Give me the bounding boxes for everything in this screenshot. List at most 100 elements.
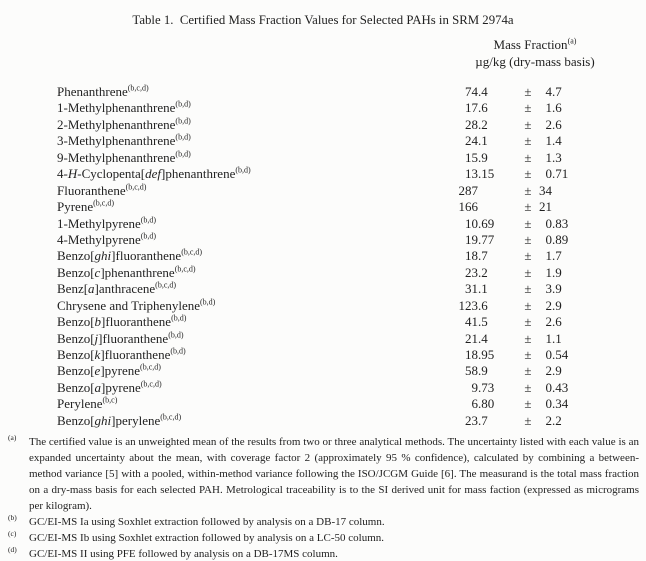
uncertainty-fraction: .9: [552, 281, 562, 297]
plus-minus-sign: ±: [524, 264, 532, 280]
uncertainty-fraction: .6: [552, 116, 562, 132]
compound-name: Benzo[ghi]perylene(b,c,d): [57, 412, 182, 428]
plus-minus-sign: ±: [524, 363, 532, 379]
plus-minus-sign: ±: [524, 396, 532, 412]
plus-minus-sign: ±: [524, 100, 532, 116]
footnote-ref-a: (a): [567, 36, 577, 46]
uncertainty-fraction: .43: [552, 379, 569, 395]
table-row: Benzo[a]pyrene(b,c,d) 9 .73 ± 0 .43: [0, 380, 646, 396]
uncertainty-integer: 2: [545, 116, 553, 132]
compound-name: Benzo[k]fluoranthene(b,d): [57, 346, 186, 362]
plus-minus-sign: ±: [524, 116, 532, 132]
uncertainty-integer: 4: [545, 84, 553, 99]
compound-name: 3-Methylphenanthrene(b,d): [57, 132, 191, 149]
compound-name: Phenanthrene(b,c,d): [57, 83, 149, 99]
value-integer: 6: [471, 396, 479, 412]
table-row: 4-H-Cyclopenta[def]phenanthrene(b,d) 13 …: [0, 166, 646, 182]
value-fraction: .6: [478, 100, 488, 116]
table-row: Pyrene(b,c,d) 166 ± 21: [0, 199, 646, 215]
value-fraction: .2: [478, 264, 488, 280]
table-row: Perylene(b,c) 6 .80 ± 0 .34: [0, 396, 646, 412]
column-header: Mass Fraction(a) µg/kg (dry-mass basis): [430, 37, 640, 70]
value-fraction: .1: [478, 281, 488, 297]
value-integer: 18: [465, 347, 478, 362]
uncertainty-integer: 0: [545, 215, 553, 231]
plus-minus-sign: ±: [524, 231, 532, 247]
value-fraction: .73: [478, 379, 495, 395]
footnote-refs: (b,d): [175, 100, 191, 110]
footnote-refs: (b,d): [140, 231, 157, 241]
value-fraction: .2: [478, 116, 488, 132]
plus-minus-sign: ±: [524, 347, 532, 362]
uncertainty-integer: 34: [539, 182, 552, 198]
plus-minus-sign: ±: [524, 182, 532, 198]
value-fraction: .9: [478, 149, 488, 165]
compound-name: Chrysene and Triphenylene(b,d): [57, 297, 216, 313]
footnote: (a) The certified value is an unweighted …: [8, 433, 639, 512]
value-integer: 10: [465, 215, 478, 231]
uncertainty-fraction: .6: [552, 314, 562, 330]
footnote-text: The certified value is an unweighted mea…: [29, 436, 639, 512]
footnote-refs: (b,d): [168, 330, 184, 340]
footnote-refs: (b,c,d): [140, 363, 161, 373]
footnote-refs: (b,d): [199, 297, 216, 307]
plus-minus-sign: ±: [524, 248, 532, 264]
plus-minus-sign: ±: [524, 149, 532, 165]
value-integer: 19: [465, 231, 478, 247]
value-integer: 23: [465, 264, 478, 280]
column-header-units: µg/kg (dry-mass basis): [475, 53, 595, 69]
compound-name: Pyrene(b,c,d): [57, 198, 114, 215]
compound-name: Benzo[j]fluoranthene(b,d): [57, 330, 184, 346]
value-fraction: .7: [478, 248, 488, 264]
value-integer: 41: [465, 314, 478, 330]
value-integer: 17: [465, 100, 478, 116]
footnote-refs: (b,c,d): [140, 379, 162, 389]
value-fraction: .69: [478, 215, 495, 231]
compound-name: Perylene(b,c): [57, 395, 118, 412]
uncertainty-fraction: .89: [552, 231, 569, 247]
uncertainty-integer: 1: [545, 100, 553, 116]
table-row: Benzo[c]phenanthrene(b,c,d) 23 .2 ± 1 .9: [0, 265, 646, 281]
plus-minus-sign: ±: [524, 215, 532, 231]
table-row: 2-Methylphenanthrene(b,d) 28 .2 ± 2 .6: [0, 117, 646, 133]
value-integer: 9: [471, 379, 479, 395]
compound-name: Benzo[e]pyrene(b,c,d): [57, 363, 161, 379]
compound-name: 1-Methylpyrene(b,d): [57, 215, 157, 231]
compound-name: Benzo[c]phenanthrene(b,c,d): [57, 264, 196, 280]
uncertainty-integer: 0: [545, 396, 553, 412]
uncertainty-fraction: .1: [552, 330, 562, 346]
plus-minus-sign: ±: [524, 314, 532, 330]
footnote-refs: (b,c,d): [93, 198, 114, 208]
uncertainty-integer: 0: [545, 347, 553, 362]
table-row: Benzo[e]pyrene(b,c,d) 58 .9 ± 2 .9: [0, 363, 646, 379]
compound-name: Benzo[b]fluoranthene(b,d): [57, 313, 187, 330]
value-fraction: .15: [478, 166, 495, 182]
uncertainty-integer: 0: [545, 379, 553, 395]
value-integer: 287: [458, 182, 479, 198]
table-row: Benzo[k]fluoranthene(b,d) 18 .95 ± 0 .54: [0, 347, 646, 363]
uncertainty-integer: 3: [545, 281, 553, 297]
uncertainty-fraction: .7: [552, 84, 562, 99]
footnote-refs: (b,c): [102, 395, 118, 405]
footnote-refs: (b,d): [235, 165, 251, 175]
compound-name: 2-Methylphenanthrene(b,d): [57, 116, 191, 132]
uncertainty-integer: 0: [545, 231, 553, 247]
uncertainty-integer: 1: [545, 264, 553, 280]
uncertainty-integer: 2: [545, 412, 553, 428]
footnote: (d) GC/EI-MS II using PFE followed by ana…: [8, 545, 338, 560]
table-row: Benzo[b]fluoranthene(b,d) 41 .5 ± 2 .6: [0, 314, 646, 330]
value-fraction: .5: [478, 314, 488, 330]
compound-name: 1-Methylphenanthrene(b,d): [57, 100, 191, 116]
value-integer: 13: [465, 166, 478, 182]
compound-name: Benzo[a]pyrene(b,c,d): [57, 379, 162, 395]
column-header-label: Mass Fraction(a): [430, 37, 640, 54]
footnote-refs: (b,c,d): [174, 264, 196, 274]
uncertainty-fraction: .6: [552, 100, 562, 116]
footnote-refs: (b,c,d): [160, 412, 182, 422]
compound-name: 9-Methylphenanthrene(b,d): [57, 149, 191, 165]
table-row: Benzo[j]fluoranthene(b,d) 21 .4 ± 1 .1: [0, 331, 646, 347]
value-integer: 15: [465, 149, 478, 165]
compound-name: 4-H-Cyclopenta[def]phenanthrene(b,d): [57, 165, 251, 182]
footnote-refs: (b,d): [170, 346, 186, 356]
footnote-refs: (b,c,d): [127, 83, 149, 93]
